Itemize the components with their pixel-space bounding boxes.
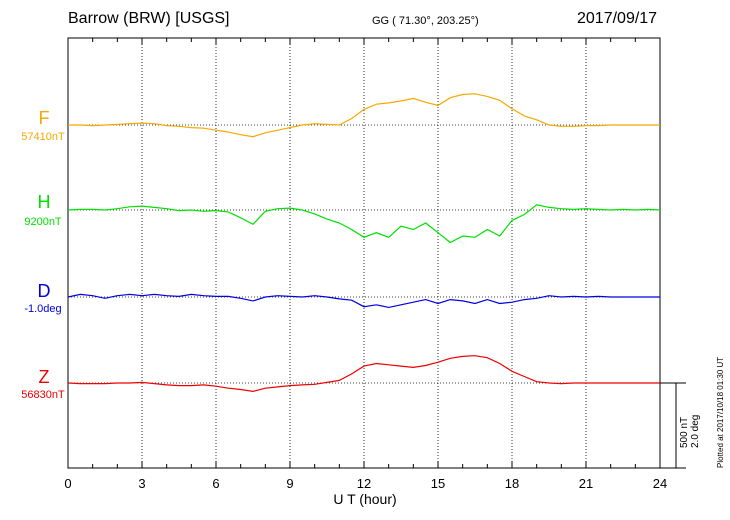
- scale-label-block: 500 nT 2.0 deg: [679, 415, 701, 448]
- x-axis-label: U T (hour): [333, 491, 397, 507]
- component-baseline-H: 9200nT: [24, 216, 62, 228]
- x-tick-label: 24: [652, 476, 668, 491]
- x-tick-label: 15: [430, 476, 446, 491]
- component-label-F: F: [38, 108, 50, 128]
- component-label-H: H: [37, 192, 51, 212]
- x-tick-label: 12: [356, 476, 372, 491]
- x-ticks: [67, 38, 661, 468]
- component-baseline-Z: 56830nT: [21, 389, 65, 401]
- series-line-F: [68, 93, 660, 138]
- plot-date: 2017/09/17: [577, 10, 658, 27]
- series-line-D: [67, 293, 660, 309]
- x-tick-label: 6: [212, 476, 220, 491]
- x-tick-label: 0: [64, 476, 72, 491]
- component-baseline-D: -1.0deg: [24, 303, 62, 315]
- station-coords: GG ( 71.30°, 203.25°): [372, 15, 479, 27]
- plot-frame: [67, 37, 661, 469]
- x-tick-label: 18: [504, 476, 520, 491]
- scale-nt-label: 500 nT: [679, 416, 690, 448]
- series-line-H: [67, 204, 661, 244]
- scale-bar: [660, 382, 686, 469]
- component-label-D: D: [37, 281, 51, 301]
- grid: [68, 38, 660, 468]
- series-line-Z: [67, 355, 660, 393]
- component-label-Z: Z: [38, 367, 50, 387]
- x-tick-label: 9: [286, 476, 294, 491]
- x-tick-label: 3: [138, 476, 146, 491]
- plotted-at-label: Plotted at 2017/10/18 01:30 UT: [716, 356, 725, 468]
- x-tick-label: 21: [578, 476, 594, 491]
- component-baseline-F: 57410nT: [21, 131, 65, 143]
- series-group: [67, 93, 661, 393]
- station-title: Barrow (BRW) [USGS]: [68, 10, 230, 27]
- scale-deg-label: 2.0 deg: [690, 414, 701, 448]
